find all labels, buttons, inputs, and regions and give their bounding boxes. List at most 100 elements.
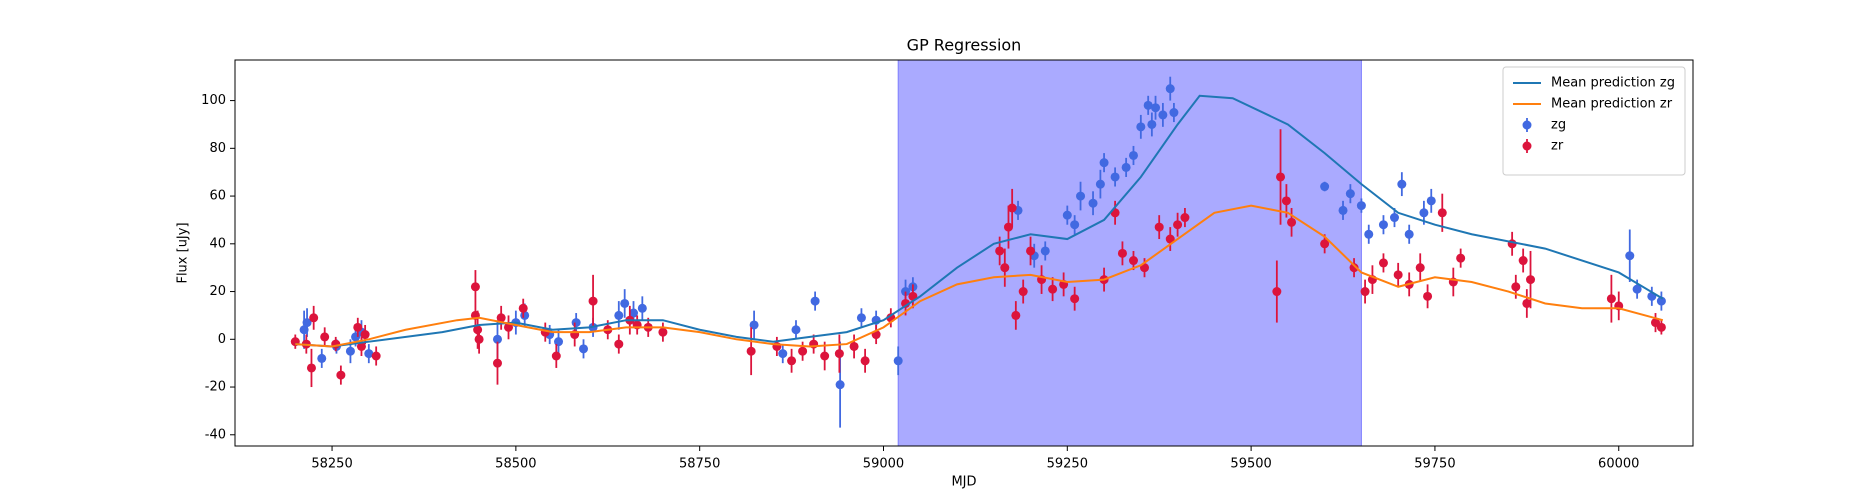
data-point <box>1173 220 1183 230</box>
data-point <box>554 337 564 347</box>
data-point <box>1426 196 1436 206</box>
data-point <box>1048 284 1058 294</box>
data-point <box>320 332 330 342</box>
y-tick-label: -20 <box>205 380 226 395</box>
data-point <box>302 318 312 328</box>
data-point <box>614 339 624 349</box>
data-point <box>1423 291 1433 301</box>
x-axis-label: MJD <box>951 475 976 490</box>
data-point <box>1404 229 1414 239</box>
y-tick-label: 80 <box>209 141 226 156</box>
data-point <box>1180 213 1190 223</box>
data-point <box>1070 220 1080 230</box>
data-point <box>746 346 756 356</box>
x-tick-label: 58500 <box>495 457 536 472</box>
data-point <box>474 334 484 344</box>
data-point <box>778 349 788 359</box>
data-point <box>1276 172 1286 182</box>
data-point <box>1011 310 1021 320</box>
data-point <box>353 322 363 332</box>
data-point <box>637 303 647 313</box>
mean-line <box>295 94 1664 348</box>
data-point <box>1147 119 1157 129</box>
y-tick-label: 40 <box>209 236 226 251</box>
x-tick-label: 59500 <box>1230 457 1271 472</box>
data-point <box>791 325 801 335</box>
data-point <box>496 313 506 323</box>
data-point <box>1165 84 1175 94</box>
legend-swatch <box>1522 120 1532 130</box>
legend-label: zr <box>1551 139 1564 154</box>
data-point <box>1511 282 1521 292</box>
data-point <box>849 341 859 351</box>
y-tick-label: 20 <box>209 284 226 299</box>
legend-label: Mean prediction zg <box>1551 76 1675 91</box>
data-point <box>834 349 844 359</box>
data-point <box>1169 108 1179 118</box>
data-point <box>1345 189 1355 199</box>
data-point <box>798 346 808 356</box>
legend-box <box>1502 66 1686 176</box>
data-point <box>1378 258 1388 268</box>
data-point <box>629 308 639 318</box>
data-point <box>1419 208 1429 218</box>
data-point <box>856 313 866 323</box>
y-tick-label: 100 <box>201 93 226 108</box>
data-point <box>1117 248 1127 258</box>
data-point <box>1360 287 1370 297</box>
data-point <box>1287 217 1297 227</box>
data-point <box>1003 222 1013 232</box>
data-point <box>1378 220 1388 230</box>
data-point <box>579 344 589 354</box>
data-point <box>1070 294 1080 304</box>
data-point <box>787 356 797 366</box>
data-point <box>518 303 528 313</box>
chart-title: GP Regression <box>907 36 1022 55</box>
data-point <box>1110 172 1120 182</box>
data-point <box>1099 158 1109 168</box>
data-point <box>317 353 327 363</box>
plot-frame <box>234 59 1694 447</box>
data-point <box>336 370 346 380</box>
data-point <box>901 298 911 308</box>
data-point <box>893 356 903 366</box>
legend-label: Mean prediction zr <box>1551 97 1673 112</box>
data-point <box>1415 263 1425 273</box>
legend-label: zg <box>1551 118 1566 133</box>
data-point <box>356 341 366 351</box>
data-point <box>1143 100 1153 110</box>
data-point <box>1518 256 1528 266</box>
data-point <box>1018 287 1028 297</box>
data-point <box>588 296 598 306</box>
x-tick-label: 59250 <box>1047 457 1088 472</box>
data-point <box>1364 229 1374 239</box>
data-point <box>1522 298 1532 308</box>
data-point <box>835 380 845 390</box>
data-point <box>470 282 480 292</box>
y-tick-label: 60 <box>209 189 226 204</box>
data-point <box>1095 179 1105 189</box>
data-point <box>1151 103 1161 113</box>
legend-swatch <box>1522 141 1532 151</box>
data-point <box>492 358 502 368</box>
data-point <box>1656 322 1666 332</box>
data-point <box>571 318 581 328</box>
data-point <box>1076 191 1086 201</box>
data-point <box>995 246 1005 256</box>
data-point <box>364 349 374 359</box>
data-point <box>1000 263 1010 273</box>
data-point <box>1437 208 1447 218</box>
data-point <box>860 356 870 366</box>
data-point <box>1320 182 1330 192</box>
data-point <box>1320 239 1330 249</box>
data-point <box>504 322 514 332</box>
y-tick-label: 0 <box>218 332 226 347</box>
data-point <box>1062 210 1072 220</box>
data-point <box>309 313 319 323</box>
data-point <box>1121 162 1131 172</box>
data-point <box>371 351 381 361</box>
data-point <box>1165 234 1175 244</box>
data-point <box>1281 196 1291 206</box>
data-point <box>1397 179 1407 189</box>
